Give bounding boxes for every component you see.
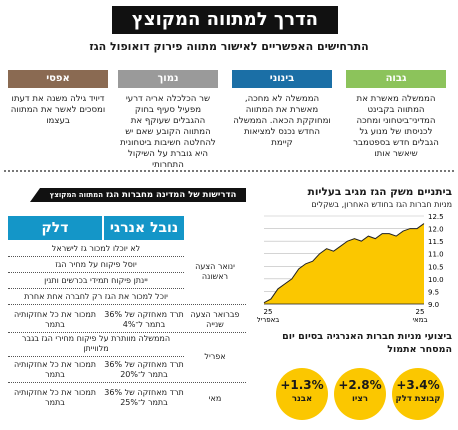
series-area (264, 223, 424, 304)
scenario-text: הממשלה מאשרת את המתווה בקבינט המדיני־ביט… (353, 94, 439, 159)
bubble-name: רציו (351, 394, 369, 404)
req-cell-noble: תרד מאחזקה של 36% בתמר ל־4% (104, 310, 184, 329)
divider (8, 288, 184, 289)
divider (8, 256, 184, 257)
scenario-label: גבוה (346, 70, 446, 88)
chart-footer: ביצועי מניות חברות האנרגיה בסיום יום המס… (282, 331, 452, 355)
page-subtitle: התרחישים האפשריים לאישור מתווה פירוק דוא… (89, 40, 369, 53)
req-cell-noble: תרד מאחזקה של 36% בתמר ל־20% (104, 360, 184, 379)
requirements-title: הדרישות של המדינה מחברות הגז המתווה המקו… (40, 188, 246, 202)
column-noble: נובל אנרגי (104, 216, 184, 240)
req-cell: לא יוכלו למכור גז לישראל (51, 244, 141, 253)
y-tick-label: 12.5 (428, 213, 444, 221)
scenario-none: אפסי דיויד גילה משנה את דעתו ומסכים לאשר… (8, 70, 108, 127)
req-cell-delek: תמכור את כל אחזקותיה בתמר (13, 360, 97, 379)
bubble-name: אבנר (291, 394, 313, 404)
req-cell: יינתן פיקוח תמידי בכרשים ותנין (44, 276, 148, 285)
row-label-apr: אפריל (204, 352, 226, 361)
bubble-name: קבוצת דלק (395, 394, 441, 404)
bubble-avner: +1.3% אבנר (276, 368, 328, 420)
stock-area-chart: 9.0 9.5 10.0 10.5 11.0 11.5 12.0 12.5 25 באפריל 25… (257, 213, 444, 324)
divider (8, 382, 246, 383)
table-header-corner (30, 188, 40, 202)
req-cell-delek: תמכור את כל אחזקותיה בתמר (13, 310, 97, 329)
x-tick-label: 25 באפריל (257, 308, 280, 324)
row-label-may: מאי (208, 394, 222, 403)
y-tick-label: 9.5 (428, 288, 439, 296)
req-cell: יוסל פיקוח על מחיר הגז (55, 260, 137, 269)
x-tick-label: 25 במאי (412, 308, 427, 324)
chart-title: ביתניים משק הגז מגיב בעליות (307, 186, 452, 198)
column-delek: דלק (8, 216, 102, 240)
req-cell-noble: תרד מאחזקה של 36% בתמר ל־25% (104, 388, 184, 407)
y-tick-label: 10.5 (428, 263, 444, 271)
scenario-low: נמוך שר הכלכלה אריה דרעי מפעיל סעיף בחוק… (118, 70, 218, 171)
scenario-text: הממשלה לא מחכה, מאשרת את המתווה ומחוקקת … (233, 94, 331, 148)
y-tick-label: 9.0 (428, 301, 439, 309)
req-cell: יוכל למכור את הגז רק לחברה אחת אחרת (24, 292, 168, 301)
bubble-pct: +1.3% (280, 378, 324, 392)
section-divider (4, 170, 454, 172)
bubble-pct: +2.8% (338, 378, 382, 392)
bubble-delek: +3.4% קבוצת דלק (392, 368, 444, 420)
scenario-text: דיויד גילה משנה את דעתו ומסכים לאשר את ה… (10, 94, 106, 126)
y-tick-label: 11.0 (428, 251, 444, 259)
divider (8, 356, 184, 357)
divider (8, 272, 184, 273)
y-tick-label: 10.0 (428, 276, 444, 284)
y-tick-label: 12.0 (428, 226, 444, 234)
row-label-feb: פברואר הצעה שנייה (190, 310, 240, 329)
bubble-ratio: +2.8% רציו (334, 368, 386, 420)
scenario-medium: בינוני הממשלה לא מחכה, מאשרת את המתווה ו… (232, 70, 332, 149)
scenario-label: נמוך (118, 70, 218, 88)
divider (8, 332, 246, 333)
scenario-high: גבוה הממשלה מאשרת את המתווה בקבינט המדינ… (346, 70, 446, 160)
scenario-label: בינוני (232, 70, 332, 88)
row-label-jan: ינואר הצעה ראשונה (195, 262, 235, 281)
req-cell-delek: תמכור את כל אחזקותיה בתמר (13, 388, 97, 407)
scenario-text: שר הכלכלה אריה דרעי מפעיל סעיף בחוק ההגב… (120, 94, 216, 170)
req-cell: הממשלה מוותרת על פיקוח מחירי הגז בגבר מל… (21, 334, 171, 353)
page-title: הדרך למתווה המקוצץ (112, 6, 338, 34)
series-line (263, 223, 425, 304)
y-tick-label: 11.5 (428, 238, 444, 246)
scenario-label: אפסי (8, 70, 108, 88)
chart-subtitle: מניות חברות הגז בחודש האחרון, בשקלים (311, 200, 452, 209)
bubble-pct: +3.4% (396, 378, 440, 392)
divider (8, 304, 246, 305)
